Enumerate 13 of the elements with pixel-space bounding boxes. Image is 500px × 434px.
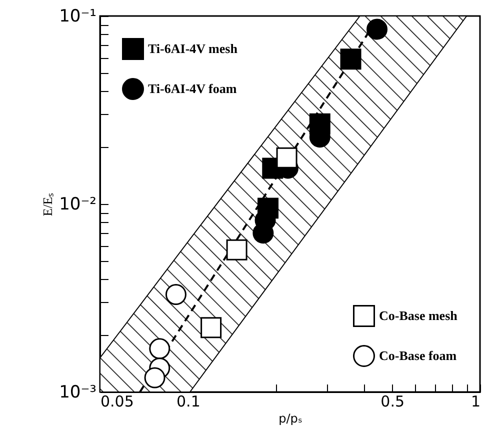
- x-tick-label: 0.5: [380, 392, 405, 410]
- legend-label: Ti-6AI-4V mesh: [148, 41, 238, 56]
- legend-label: Co-Base foam: [379, 348, 457, 363]
- y-tick-label: 10⁻²: [59, 194, 96, 214]
- y-tick-label: 10⁻¹: [59, 6, 96, 26]
- x-tick-label: 0.05: [100, 392, 134, 410]
- legend-label: Co-Base mesh: [379, 308, 458, 323]
- legend-label: Ti-6AI-4V foam: [148, 81, 237, 96]
- x-axis-title: p/pₛ: [278, 412, 302, 426]
- x-tick-label: 0.1: [176, 392, 200, 410]
- x-tick-label: 1: [470, 392, 480, 410]
- y-tick-label: 10⁻³: [59, 382, 96, 402]
- y-axis-title: E/Eₛ: [40, 192, 56, 216]
